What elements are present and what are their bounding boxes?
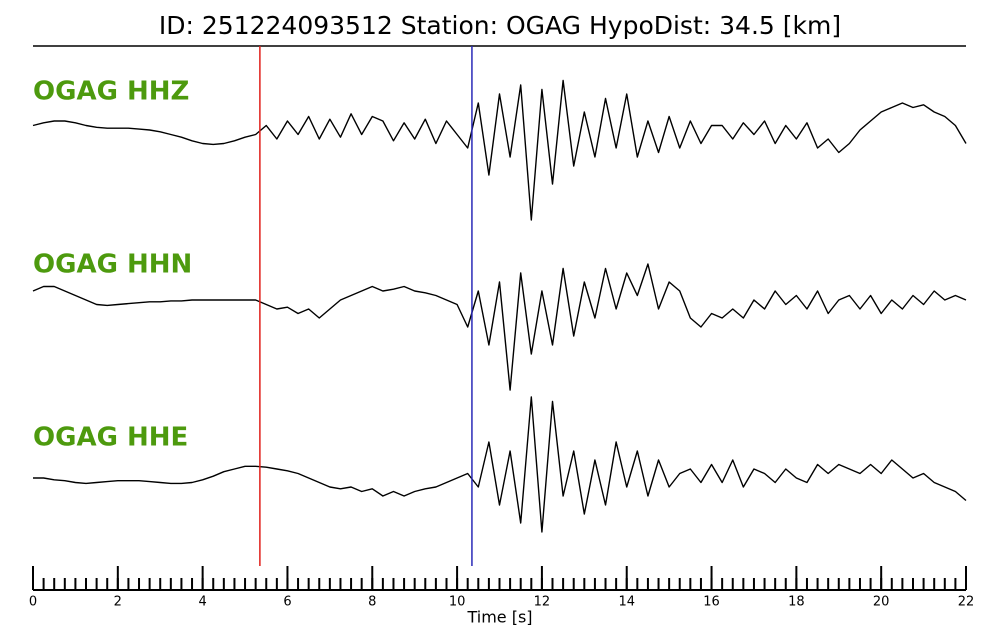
trace-label: OGAG HHZ [33,77,189,107]
trace-label: OGAG HHN [33,250,192,280]
trace-label: OGAG HHE [33,423,188,453]
x-tick-label: 2 [114,595,122,610]
x-tick-label: 12 [534,595,551,610]
waveform [32,79,967,221]
chart-title: ID: 251224093512 Station: OGAG HypoDist:… [159,11,841,40]
x-tick-label: 6 [283,595,291,610]
x-tick-label: 18 [788,595,805,610]
x-tick-label: 8 [368,595,376,610]
x-tick-label: 4 [198,595,206,610]
x-tick-label: 20 [873,595,890,610]
x-tick-label: 22 [958,595,975,610]
x-tick-label: 14 [618,595,635,610]
x-tick-label: 10 [449,595,466,610]
waveform [33,396,967,533]
x-axis-label: Time [s] [466,608,532,627]
x-tick-label: 16 [703,595,720,610]
x-tick-label: 0 [29,595,37,610]
waveform [32,263,967,391]
